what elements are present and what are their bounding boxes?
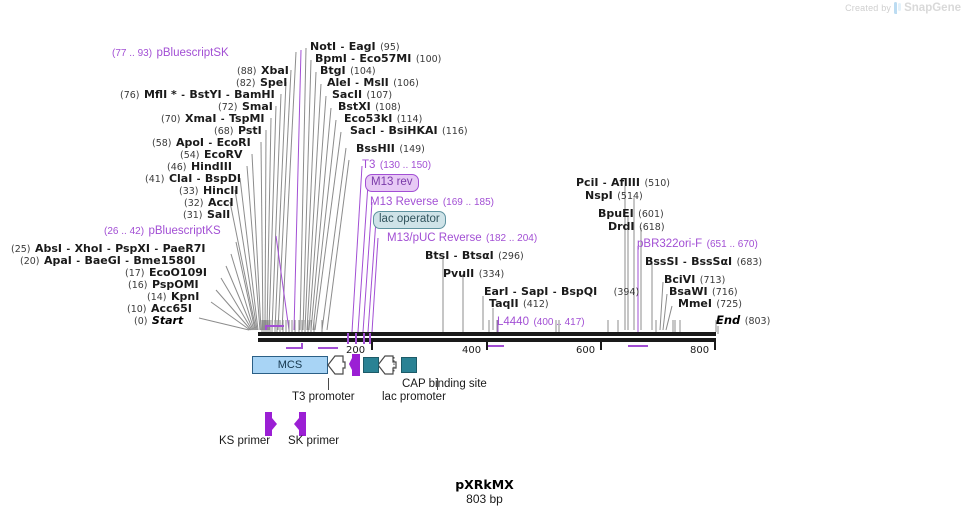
enzyme-label-sacii: SacII (107) [332,88,393,101]
enzyme-label-xbai: (88) XbaI [237,64,289,77]
enzyme-label-eco53ki: Eco53kI (114) [344,112,423,125]
enzyme-label-smai: (72) SmaI [218,100,273,113]
enzyme-label-btsi-btsai: BtsI - BtsαI (296) [425,249,524,262]
snapgene-logo-icon [894,2,901,14]
enzyme-label-bcivi: BciVI (713) [664,273,726,286]
t3-promoter-leader [328,378,329,390]
enzyme-label-bsssi-bsssai: BssSI - BssSαI (683) [645,255,763,268]
sequence-backbone-top [258,332,716,336]
enzyme-label-bstxi: BstXI (108) [338,100,401,113]
enzyme-label-xmai-tspmi: (70) XmaI - TspMI [161,112,265,125]
enzyme-label-spei: (82) SpeI [236,76,288,89]
enzyme-label-drdi: DrdI (618) [608,220,665,233]
feature-glyph-mcs[interactable]: MCS [252,356,328,374]
feature-label-pbr322ori-f: pBR322ori-F (651 .. 670) [637,238,758,250]
sk-primer-arrow-icon [294,412,306,436]
enzyme-label-psti: (68) PstI [214,124,262,137]
ruler-tick-200: 200 [346,345,366,356]
enzyme-label-hincii: (33) HincII [179,184,239,197]
glyph-label-t3-promoter: T3 promoter [292,391,355,403]
glyph-label-lac-promoter: lac promoter [382,391,446,403]
map-primer-arrow-icon [349,354,360,376]
feature-pill-m13-rev: M13 rev [365,173,419,192]
plasmid-length: 803 bp [466,492,503,506]
enzyme-label-nspi: NspI (514) [585,189,643,202]
enzyme-label-apai-baegi-bme1580i: (20) ApaI - BaeGI - Bme1580I [20,254,196,267]
enzyme-label-acc65i: (10) Acc65I [127,302,192,315]
enzyme-label-pvuii: PvuII (334) [443,267,505,280]
feature-label-m13-reverse: M13 Reverse (169 .. 185) [370,196,494,208]
snapgene-watermark: Created by SnapGene [845,2,961,14]
enzyme-label-noti-eagi: NotI - EagI (95) [310,40,400,53]
feature-label-t3: T3 (130 .. 150) [362,159,432,171]
enzyme-label-alei-msli: AleI - MslI (106) [327,76,419,89]
mcs-label: MCS [277,359,303,371]
m13-rev-pill-label: M13 rev [365,174,419,192]
plasmid-length-block: 803 bp [0,492,969,506]
enzyme-label-eari-sapi-bspqi: EarI - SapI - BspQI (394) [484,285,640,298]
lac-promoter-leader [437,378,438,390]
primer-label-sk: SK primer [288,435,340,447]
watermark-prefix: Created by [845,3,892,13]
enzyme-label-hindiii: (46) HindIII [167,160,232,173]
sequence-backbone-bottom [258,338,716,342]
enzyme-label-sali: (31) SalI [183,208,231,221]
enzyme-label-bsshii: BssHII (149) [356,142,425,155]
feature-label-pbluescriptsk: (77 .. 93) pBluescriptSK [112,47,229,59]
plasmid-title: pXRkMX [0,477,969,492]
enzyme-label-bpuei: BpuEI (601) [598,207,664,220]
ruler-tick-600: 600 [576,345,596,356]
feature-label-m13-puc-reverse: M13/pUC Reverse (182 .. 204) [387,232,538,244]
enzyme-label-pcii-afliii: PciI - AflIII (510) [576,176,670,189]
enzyme-label-kpni: (14) KpnI [147,290,200,303]
enzyme-label-saci-bsihkai: SacI - BsiHKAI (116) [350,124,468,137]
enzyme-label-btgi: BtgI (104) [320,64,376,77]
plasmid-name: pXRkMX [455,477,514,492]
watermark-brand: SnapGene [904,2,961,14]
enzyme-label-acci: (32) AccI [184,196,234,209]
enzyme-label-mmei: MmeI (725) [678,297,742,310]
enzyme-label-bsawi: BsaWI (716) [669,285,738,298]
enzyme-label-pspomi: (16) PspOMI [128,278,199,291]
enzyme-label-apoi-ecori: (58) ApoI - EcoRI [152,136,251,149]
primer-label-ks: KS primer [219,435,271,447]
enzyme-label-taqii: TaqII (412) [489,297,549,310]
enzyme-label-bpmi-eco57mi: BpmI - Eco57MI (100) [315,52,442,65]
enzyme-label-clai-bspdi: (41) ClaI - BspDI [145,172,241,185]
enzyme-label-ecorv: (54) EcoRV [180,148,243,161]
sequence-start-label: (0) Start [134,314,184,327]
lac-promoter-arrow-icon [377,355,397,375]
glyph-label-cap-binding-site: CAP binding site [402,378,487,390]
lac-operator-pill-label: lac operator [373,211,446,229]
ruler-tick-800: 800 [690,345,710,356]
enzyme-label-absi-xhoi-pspxi-paer7i: (25) AbsI - XhoI - PspXI - PaeR7I [11,242,206,255]
t3-promoter-arrow-icon [327,355,346,375]
ruler-tick-400: 400 [462,345,482,356]
sequence-end-label: End (803) [716,313,771,327]
feature-glyph-teal-left[interactable] [363,357,379,373]
ks-primer-arrow-icon [265,412,277,436]
feature-pill-lac-operator: lac operator [373,210,446,229]
enzyme-label-mfli-bstyi-bamhi: (76) MflI * - BstYI - BamHI [120,88,275,101]
enzyme-label-ecoo109i: (17) EcoO109I [125,266,207,279]
feature-label-pbluescriptks: (26 .. 42) pBluescriptKS [104,225,221,237]
feature-glyph-cap-binding-site[interactable] [401,357,417,373]
